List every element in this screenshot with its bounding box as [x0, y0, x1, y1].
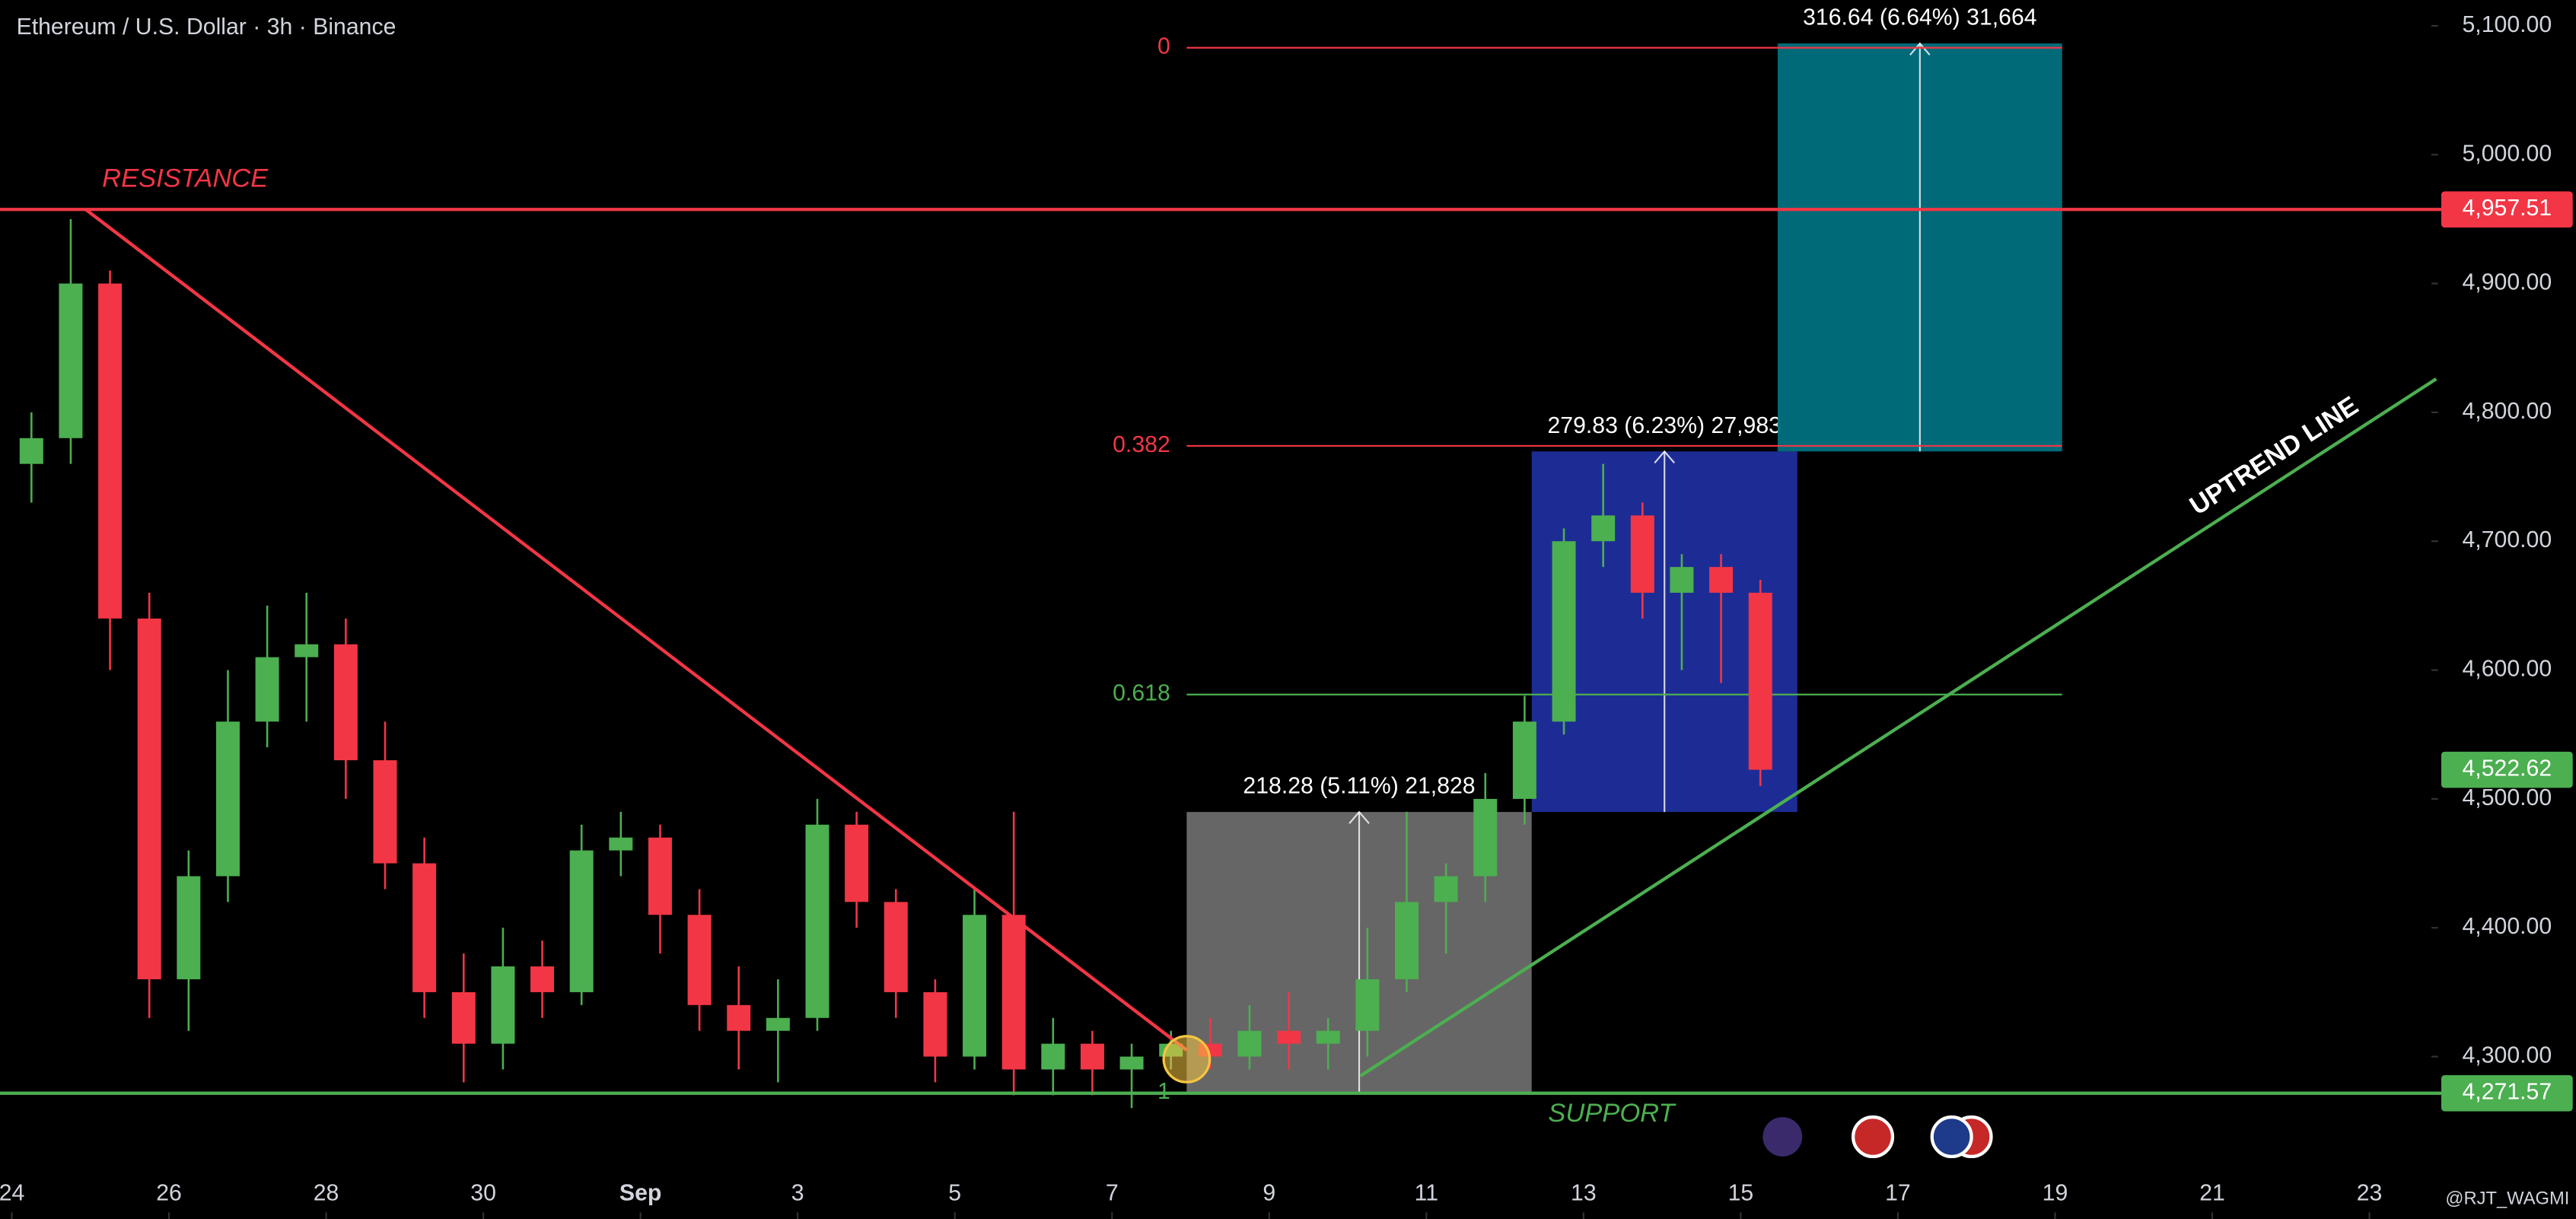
candle-body — [333, 644, 358, 761]
y-tick-label: 4,600.00 — [2463, 657, 2552, 682]
price-badge — [2441, 1074, 2573, 1112]
y-tick-label: 4,900.00 — [2463, 270, 2552, 295]
last-price-badge — [2441, 751, 2573, 788]
candle-body — [727, 1004, 751, 1031]
candle-body — [255, 657, 279, 722]
candle-body — [1119, 1056, 1144, 1070]
candle-body — [569, 850, 594, 992]
trend-line — [1359, 377, 2437, 1077]
y-tick-label: 4,800.00 — [2463, 399, 2552, 424]
candle-body — [1277, 1030, 1301, 1044]
candle-body — [373, 760, 397, 864]
y-tick-label: 5,000.00 — [2463, 141, 2552, 166]
x-tick-label: 3 — [791, 1181, 804, 1206]
x-tick-label: 7 — [1106, 1181, 1119, 1206]
fib-label: 1 — [1157, 1079, 1170, 1104]
candle-body — [1434, 876, 1458, 902]
x-tick-label: 24 — [0, 1181, 24, 1206]
x-tick-label: 30 — [470, 1181, 496, 1206]
x-tick-label: 11 — [1415, 1181, 1438, 1206]
y-tick-label: 4,300.00 — [2463, 1043, 2552, 1068]
x-tick-label: Sep — [619, 1181, 661, 1206]
x-tick-label: 23 — [2357, 1181, 2383, 1206]
candle-body — [177, 876, 201, 979]
candle-body — [1355, 979, 1380, 1031]
candle-body — [1512, 721, 1536, 799]
candle-body — [451, 991, 476, 1044]
candle-body — [1591, 515, 1616, 542]
chart-title: Ethereum / U.S. Dollar · 3h · Binance — [17, 14, 396, 40]
candle-body — [963, 915, 987, 1057]
candle-body — [1748, 592, 1772, 770]
candle-body — [609, 837, 633, 851]
last-price-label: 4,522.62 — [2463, 756, 2552, 781]
candle-body — [1670, 567, 1694, 593]
x-tick-label: 21 — [2199, 1181, 2225, 1206]
measure-label: 316.64 (6.64%) 31,664 — [1803, 5, 2036, 30]
candle-body — [530, 966, 555, 992]
candle-body — [1473, 798, 1498, 877]
measure-label: 218.28 (5.11%) 21,828 — [1243, 774, 1475, 799]
measure-arrow-head — [1654, 450, 1676, 464]
fib-label: 0 — [1157, 34, 1170, 59]
measure-arrow-head — [1348, 810, 1370, 824]
candle-body — [1237, 1030, 1262, 1057]
trend-line — [84, 208, 1188, 1052]
event-icon — [1762, 1117, 1803, 1157]
candle-body — [1316, 1030, 1340, 1044]
price-badge-label: 4,957.51 — [2463, 196, 2552, 221]
candle-body — [1630, 515, 1654, 593]
candle-body — [766, 1017, 790, 1031]
y-tick-label: 4,400.00 — [2463, 914, 2552, 939]
candle-body — [98, 283, 123, 619]
candle-body — [884, 902, 908, 992]
marker — [1162, 1035, 1212, 1084]
candle-body — [19, 438, 43, 464]
measure-label: 279.83 (6.23%) 27,983 — [1547, 413, 1781, 438]
y-tick-label: 5,100.00 — [2463, 12, 2552, 37]
candle-body — [648, 837, 672, 915]
watermark: @RJT_WAGMI — [2445, 1189, 2569, 1208]
candle-body — [1552, 541, 1576, 722]
candle-body — [1395, 902, 1419, 979]
x-tick-label: 5 — [948, 1181, 961, 1206]
event-icons — [1762, 1115, 1993, 1159]
candle-body — [805, 824, 829, 1018]
x-tick-label: 13 — [1571, 1181, 1597, 1206]
y-tick-label: 4,500.00 — [2463, 785, 2552, 810]
event-icon — [1851, 1115, 1895, 1159]
candle-body — [923, 991, 947, 1057]
x-tick-label: 28 — [314, 1181, 339, 1206]
x-tick-label: 9 — [1263, 1181, 1275, 1206]
x-tick-label: 17 — [1885, 1181, 1911, 1206]
candle-body — [491, 966, 515, 1044]
candle-body — [1709, 567, 1734, 593]
candle-body — [295, 644, 319, 657]
fib-label: 0.618 — [1113, 681, 1170, 706]
event-icon — [1930, 1115, 1973, 1159]
fib-label: 0.382 — [1113, 432, 1170, 457]
measure-arrow-head — [1909, 42, 1931, 56]
candle-body — [412, 863, 437, 992]
candle-body — [215, 721, 240, 877]
x-tick-label: 15 — [1728, 1181, 1754, 1206]
candle-body — [845, 824, 869, 902]
x-tick-label: 19 — [2043, 1181, 2068, 1206]
x-tick-label: 26 — [156, 1181, 182, 1206]
price-badge — [2441, 191, 2573, 228]
candle-body — [59, 283, 83, 438]
price-level-name: SUPPORT — [1548, 1099, 1676, 1128]
candle-body — [687, 915, 712, 1005]
candle-body — [1001, 915, 1026, 1070]
candle-body — [1041, 1043, 1065, 1070]
y-tick-label: 4,700.00 — [2463, 527, 2552, 552]
candle-body — [137, 618, 161, 979]
price-badge-label: 4,271.57 — [2463, 1080, 2552, 1105]
price-level-name: RESISTANCE — [102, 164, 269, 193]
candle-body — [1080, 1043, 1104, 1070]
